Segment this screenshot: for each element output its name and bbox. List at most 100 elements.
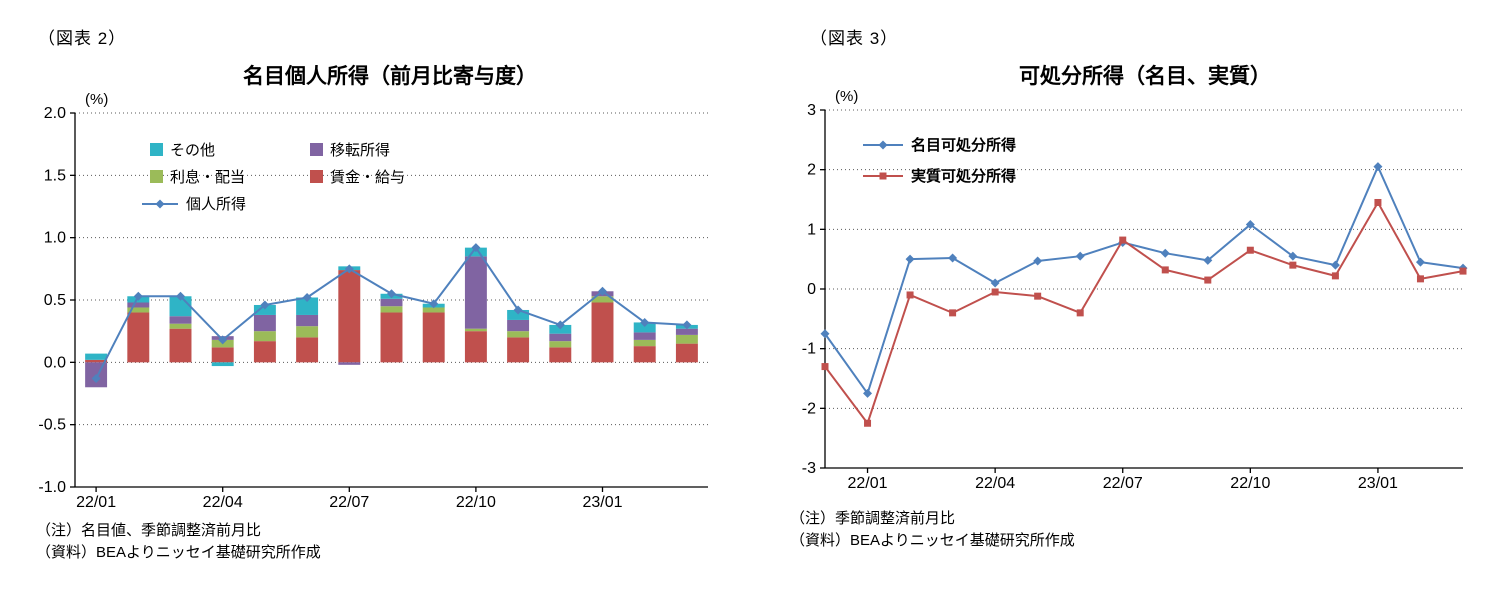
line-series-0	[820, 162, 1468, 398]
gridlines	[75, 112, 708, 426]
diamond-marker	[1245, 220, 1255, 230]
bar-segment-series-2	[169, 316, 192, 324]
bar-segment-series-2	[549, 333, 572, 342]
bar-segment-series-0	[422, 312, 445, 363]
bar-segment-series-3	[253, 304, 276, 315]
diamond-marker	[1075, 251, 1085, 261]
square-marker	[1289, 261, 1297, 269]
bar-segment-series-3	[296, 297, 319, 315]
x-tick-label: 22/04	[203, 494, 243, 511]
bar-segment-series-2	[675, 328, 698, 335]
axes: 3 2 1 0 -1 -2 -3 22/01 22/04 22/07 22/10 23/01	[802, 102, 1463, 492]
bar-segment-series-3	[507, 309, 530, 320]
diamond-marker	[555, 320, 565, 330]
bar-segment-series-1	[675, 334, 698, 344]
diamond-marker	[640, 317, 650, 327]
bar-segment-series-1	[296, 326, 319, 338]
y-tick-label: 0	[807, 281, 816, 298]
bar-segment-series-0	[380, 312, 403, 363]
y-tick-label: -1.0	[38, 479, 66, 496]
square-marker	[1416, 275, 1424, 283]
bar-segment-series-3	[211, 362, 234, 367]
diamond-marker	[682, 320, 692, 330]
figure2-plot: 2.0 1.5 1.0 0.5 0.0 -0.5 -1.0 22/01 22/04 22/07 22…	[38, 91, 708, 511]
x-tick-label: 22/07	[329, 494, 369, 511]
bar-segment-series-0	[507, 337, 530, 363]
bar-segment-series-2	[464, 256, 487, 329]
square-marker	[906, 291, 914, 299]
bar-segment-series-0	[296, 337, 319, 363]
square-marker	[1204, 276, 1212, 284]
legend-diamond-marker	[878, 140, 888, 150]
legend-label: 利息・配当	[170, 169, 245, 186]
y-tick-label: -3	[802, 460, 816, 477]
bar-segment-series-0	[253, 341, 276, 363]
diamond-marker	[260, 300, 270, 310]
diamond-marker	[471, 243, 481, 253]
diamond-marker	[990, 278, 1000, 288]
diamond-marker	[820, 329, 830, 339]
legend-square-marker	[879, 172, 887, 180]
diamond-marker	[1160, 248, 1170, 258]
y-tick-label: 1.0	[44, 230, 66, 247]
legend-diamond-marker	[155, 199, 165, 209]
x-tick-label: 23/01	[582, 494, 622, 511]
square-marker	[821, 363, 829, 371]
bar-segment-series-1	[127, 307, 150, 313]
bar-segment-series-1	[380, 306, 403, 313]
bar-segment-series-1	[591, 296, 614, 303]
figure3-note-line2: （資料）BEAよりニッセイ基礎研究所作成	[790, 532, 1075, 549]
y-tick-label: -0.5	[38, 417, 66, 434]
diamond-marker	[1203, 255, 1213, 265]
bar-segment-series-0	[169, 328, 192, 363]
bar-segment-series-3	[633, 322, 656, 333]
y-tick-label: 1	[807, 221, 816, 238]
figure3-title: 可処分所得（名目、実質）	[1019, 65, 1271, 88]
bar-segment-series-2	[338, 362, 361, 365]
bar-segment-series-0	[85, 359, 108, 363]
y-tick-label: 0.5	[44, 292, 66, 309]
diamond-marker	[1288, 251, 1298, 261]
diamond-marker	[133, 291, 143, 301]
bar-segment-series-0	[549, 347, 572, 363]
diamond-marker	[429, 299, 439, 309]
bar-segment-series-1	[549, 341, 572, 348]
figure3-plot: 3 2 1 0 -1 -2 -3 22/01 22/04 22/07 22/10 23/01 (%) 名目…	[802, 88, 1468, 492]
y-tick-label: -1	[802, 341, 816, 358]
x-tick-label: 23/01	[1358, 475, 1398, 492]
y-tick-label: 2	[807, 162, 816, 179]
legend-label: 実質可処分所得	[911, 167, 1016, 185]
bar-stacks	[85, 247, 698, 388]
diamond-marker	[905, 254, 915, 264]
square-marker	[949, 309, 957, 317]
legend-swatch	[310, 143, 323, 156]
legend-swatch	[310, 170, 323, 183]
diamond-marker	[598, 286, 607, 296]
square-marker	[1331, 272, 1339, 280]
x-tick-label: 22/07	[1103, 475, 1143, 492]
line-series-1	[821, 198, 1467, 427]
figure3: （図表 3） 可処分所得（名目、実質） 3 2 1 0 -1 -2 -3 22/01 22/04…	[775, 10, 1490, 585]
bar-segment-series-2	[633, 332, 656, 340]
square-marker	[1034, 292, 1042, 300]
square-marker	[1119, 236, 1127, 244]
bar-segment-series-1	[464, 328, 487, 332]
bar-segment-series-0	[675, 343, 698, 363]
legend-swatch	[150, 170, 163, 183]
bar-segment-series-3	[85, 353, 108, 360]
y-tick-label: 3	[807, 102, 816, 119]
figure3-notes: （注）季節調整済前月比 （資料）BEAよりニッセイ基礎研究所作成	[790, 508, 1075, 552]
figure3-note-line1: （注）季節調整済前月比	[790, 510, 956, 527]
legend-label: その他	[170, 142, 215, 159]
diamond-marker	[863, 388, 873, 398]
diamond-marker	[1033, 256, 1043, 266]
diamond-marker	[218, 335, 228, 345]
square-marker	[991, 288, 999, 296]
figure2-notes: （注）名目値、季節調整済前月比 （資料）BEAよりニッセイ基礎研究所作成	[36, 520, 321, 564]
legend-label: 名目可処分所得	[911, 136, 1016, 154]
diamond-marker	[344, 264, 354, 274]
y-tick-label: 2.0	[44, 105, 66, 122]
bar-segment-series-1	[507, 331, 530, 338]
